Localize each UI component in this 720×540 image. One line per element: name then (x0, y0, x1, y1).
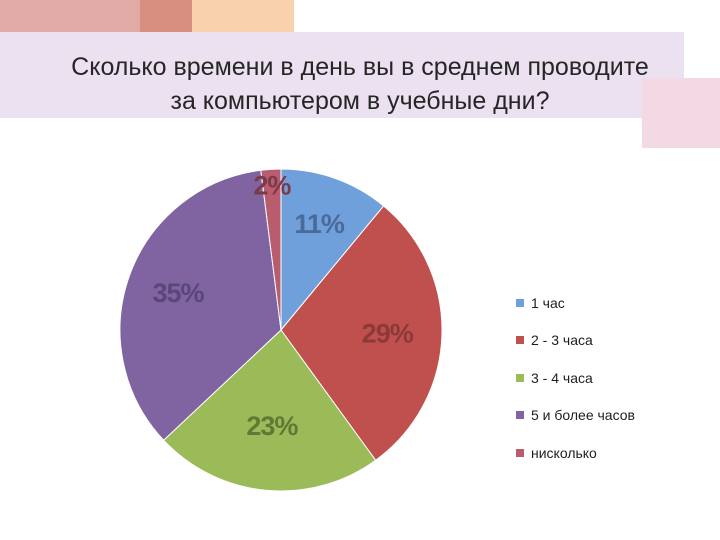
legend-swatch (516, 298, 524, 307)
pie-slice-1 (280, 168, 385, 332)
title-band (0, 32, 684, 118)
legend-label: 3 - 4 часа (531, 369, 593, 386)
pie-slice-2 (280, 205, 443, 461)
pie-data-label: 35% (152, 278, 204, 308)
slide-title-line-1: Сколько времени в день вы в среднем пров… (71, 53, 649, 81)
pie-slice-5 (260, 168, 282, 331)
legend-item: нисколько (516, 434, 635, 472)
legend-label: 2 - 3 часа (531, 332, 593, 349)
legend-item: 3 - 4 часа (516, 359, 635, 397)
pie-data-label: 2% (253, 170, 291, 200)
legend-swatch (516, 336, 524, 345)
legend-label: 5 и более часов (531, 407, 635, 424)
legend-item: 5 и более часов (516, 397, 635, 435)
legend-swatch (516, 373, 524, 382)
slide-title: Сколько времени в день вы в среднем пров… (0, 50, 720, 118)
legend-swatch (516, 448, 524, 457)
legend-item: 2 - 3 часа (516, 322, 635, 360)
corner-decoration-block (642, 78, 720, 148)
pie-data-label: 23% (246, 411, 298, 441)
pie-slice-4 (119, 169, 282, 441)
chart-legend: 1 час 2 - 3 часа 3 - 4 часа 5 и более часов… (516, 284, 635, 472)
pie-data-label: 11% (294, 209, 345, 239)
pie-data-label: 29% (362, 318, 414, 348)
legend-label: нисколько (531, 444, 597, 461)
legend-label: 1 час (531, 294, 565, 311)
legend-swatch (516, 411, 524, 420)
slide-title-line-2: за компьютером в учебные дни? (170, 87, 550, 115)
legend-item: 1 час (516, 284, 635, 322)
pie-slice-3 (162, 329, 377, 492)
